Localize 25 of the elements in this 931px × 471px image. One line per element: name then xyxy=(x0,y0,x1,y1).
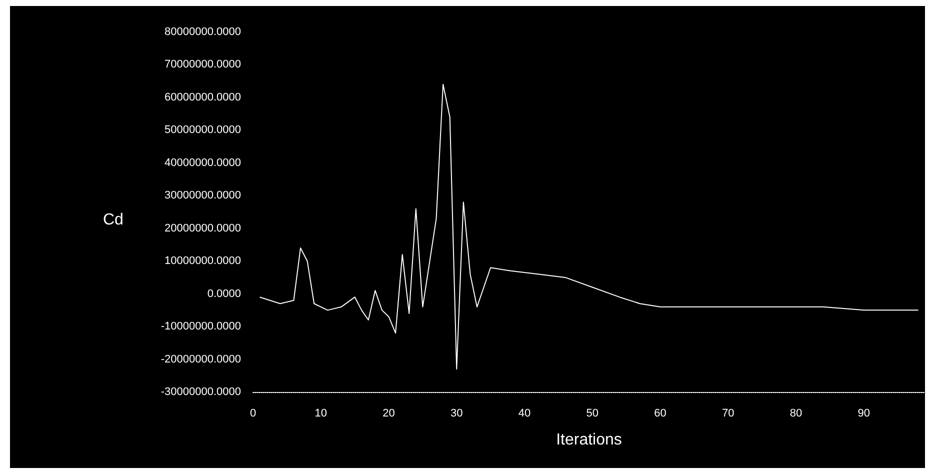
y-tick-label: 80000000.0000 xyxy=(164,26,241,38)
y-tick-label: -20000000.0000 xyxy=(160,353,241,366)
y-tick-label: 10000000.0000 xyxy=(164,255,241,268)
y-tick-label: 30000000.0000 xyxy=(164,190,241,202)
x-tick-label: 50 xyxy=(586,408,599,420)
line-series xyxy=(259,84,919,370)
x-tick-label: 10 xyxy=(314,408,328,420)
y-tick-label: -30000000.0000 xyxy=(160,386,241,398)
y-tick-label: -10000000.0000 xyxy=(160,320,241,333)
x-tick-label: 30 xyxy=(450,408,463,420)
y-tick-label: 60000000.0000 xyxy=(164,91,241,104)
x-tick-label: 0 xyxy=(250,408,256,420)
y-tick-label: 0.0000 xyxy=(207,288,241,300)
x-tick-label: 60 xyxy=(654,408,666,420)
x-axis-title: Iterations xyxy=(556,432,622,448)
y-tick-label: 70000000.0000 xyxy=(164,58,241,71)
x-tick-label: 90 xyxy=(858,408,870,420)
x-tick-label: 40 xyxy=(518,408,531,420)
y-tick-label: 40000000.0000 xyxy=(164,156,241,169)
x-tick-label: 20 xyxy=(382,408,395,420)
x-tick-label: 70 xyxy=(722,408,734,420)
x-tick-label: 80 xyxy=(790,408,802,420)
y-tick-label: 20000000.0000 xyxy=(164,222,241,234)
y-axis-title: Cd xyxy=(103,212,124,228)
y-tick-label: 50000000.0000 xyxy=(164,124,241,136)
